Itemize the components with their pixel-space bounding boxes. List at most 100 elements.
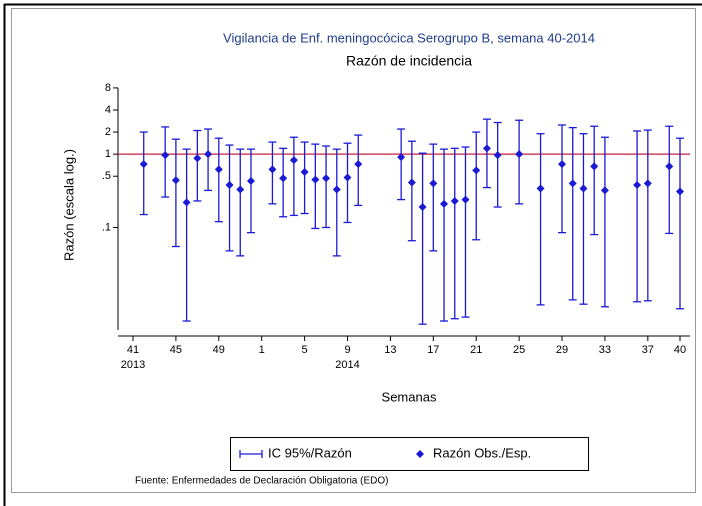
x-tick-label: 45 (170, 344, 182, 356)
chart-border (11, 8, 696, 493)
error-bar (246, 148, 255, 234)
y-tick-label: .1 (102, 221, 111, 233)
error-bar (536, 133, 545, 306)
x-tick-label: 33 (599, 344, 611, 356)
x-tick-label: 49 (213, 344, 225, 356)
source-note: Fuente: Enfermedades de Declaración Obli… (135, 476, 388, 487)
error-bar (343, 142, 352, 224)
error-bar (407, 140, 416, 242)
error-bar (161, 126, 170, 198)
point (311, 175, 320, 184)
error-bar (171, 138, 180, 248)
x-tick-label: 13 (384, 344, 396, 356)
point (354, 160, 363, 169)
point (236, 185, 245, 194)
point (182, 198, 191, 207)
point (322, 174, 331, 183)
point (482, 144, 491, 153)
point (279, 174, 288, 183)
x-tick-label: 29 (556, 344, 568, 356)
error-bar (429, 143, 438, 252)
x-axis-title: Semanas (382, 389, 437, 404)
error-bar (332, 148, 341, 257)
point (204, 150, 213, 159)
x-tick-label: 41 (127, 344, 139, 356)
point (536, 184, 545, 193)
error-bar (461, 146, 470, 318)
point (407, 178, 416, 187)
point (246, 177, 255, 186)
error-bar (676, 137, 684, 310)
error-bar (214, 137, 223, 223)
point (676, 187, 684, 196)
y-tick-label: 4 (105, 104, 111, 116)
error-bar (193, 129, 202, 202)
y-tick-label: 1 (105, 148, 111, 160)
point (268, 165, 277, 174)
error-bar (182, 148, 191, 322)
error-bar (300, 141, 309, 215)
error-bar (590, 125, 599, 236)
x-year-label: 2013 (121, 359, 145, 371)
x-tick-label: 17 (427, 344, 439, 356)
legend-label: IC 95%/Razón (268, 445, 352, 460)
point (139, 160, 148, 169)
chart-subtitle: Razón de incidencia (346, 53, 472, 69)
point (214, 165, 223, 174)
point (633, 180, 642, 189)
x-year-label: 2014 (335, 359, 359, 371)
point (397, 153, 406, 162)
point (515, 150, 524, 159)
error-bar (493, 121, 502, 208)
point (193, 154, 202, 163)
point (643, 179, 652, 188)
chart-title: Vigilancia de Enf. meningocócica Serogru… (223, 30, 595, 45)
error-bar (579, 133, 588, 305)
error-bar (633, 130, 642, 303)
y-axis-title: Razón (escala log.) (61, 149, 76, 261)
x-tick-label: 25 (513, 344, 525, 356)
x-tick-label: 40 (674, 344, 686, 356)
error-bar (354, 134, 363, 207)
point (161, 151, 170, 160)
point (472, 166, 481, 175)
point (461, 195, 470, 204)
y-tick-label: 8 (105, 82, 111, 94)
x-tick-label: 21 (470, 344, 482, 356)
x-tick-label: 1 (259, 344, 265, 356)
point (600, 186, 609, 195)
point (429, 179, 438, 188)
error-bar (558, 124, 567, 234)
point (332, 185, 341, 194)
point (418, 203, 427, 212)
error-bar (139, 131, 148, 216)
point (568, 179, 577, 188)
error-bar (600, 136, 609, 308)
point (171, 176, 180, 185)
error-bar (665, 125, 674, 235)
point (225, 180, 234, 189)
error-bar (279, 147, 288, 218)
y-tick-label: .5 (102, 170, 111, 182)
error-bar (472, 131, 481, 241)
point (450, 196, 459, 205)
error-bar (418, 152, 427, 325)
error-bar (515, 119, 524, 205)
legend-marker (416, 450, 424, 458)
error-bar (289, 136, 298, 217)
point (590, 162, 599, 171)
x-tick-label: 9 (344, 344, 350, 356)
error-bar (204, 128, 213, 192)
legend-label: Razón Obs./Esp. (433, 445, 531, 460)
point (493, 151, 502, 160)
error-bar (440, 148, 449, 322)
x-tick-label: 5 (302, 344, 308, 356)
error-bar (482, 118, 491, 189)
error-bar (236, 148, 245, 257)
error-bar (450, 147, 459, 320)
error-bar (311, 143, 320, 230)
point (300, 168, 309, 177)
point (558, 160, 567, 169)
legend-box (230, 437, 589, 471)
